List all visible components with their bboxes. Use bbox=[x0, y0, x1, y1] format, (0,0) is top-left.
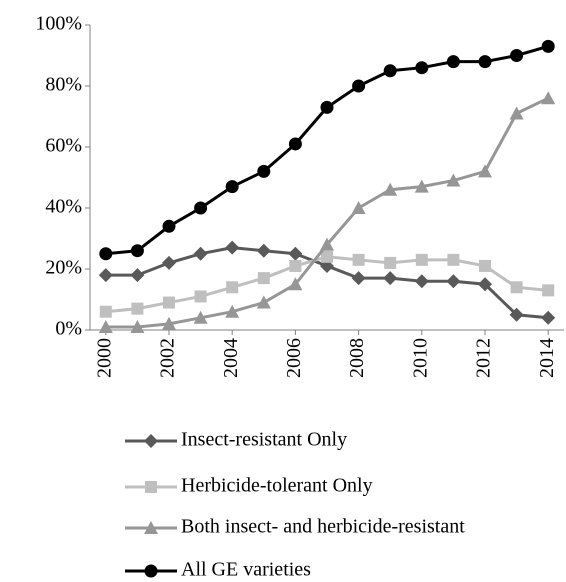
marker bbox=[320, 237, 334, 251]
marker bbox=[352, 79, 366, 93]
marker bbox=[414, 274, 429, 289]
y-tick-label: 40% bbox=[45, 196, 82, 218]
marker bbox=[288, 246, 303, 261]
marker bbox=[542, 284, 555, 297]
marker bbox=[256, 295, 271, 309]
marker bbox=[414, 179, 429, 193]
marker bbox=[193, 246, 208, 261]
x-tick-label: 2008 bbox=[346, 338, 368, 378]
marker bbox=[162, 255, 176, 270]
y-tick-label: 80% bbox=[45, 74, 82, 96]
marker bbox=[98, 268, 113, 283]
marker bbox=[288, 277, 303, 291]
marker bbox=[289, 259, 302, 272]
y-tick-label: 20% bbox=[45, 257, 82, 279]
y-tick-label: 100% bbox=[35, 13, 82, 35]
marker bbox=[478, 277, 492, 292]
x-tick-label: 2014 bbox=[536, 338, 558, 378]
marker bbox=[321, 250, 333, 263]
marker bbox=[162, 316, 176, 330]
marker bbox=[98, 319, 113, 333]
marker bbox=[256, 243, 271, 258]
x-tick-label: 2004 bbox=[220, 338, 242, 378]
marker bbox=[99, 305, 112, 318]
marker bbox=[479, 259, 491, 272]
legend-label: Both insect- and herbicide-resistant bbox=[181, 516, 465, 538]
x-tick-label: 2002 bbox=[157, 338, 179, 378]
series-line bbox=[105, 96, 549, 329]
marker bbox=[163, 296, 175, 309]
marker bbox=[162, 219, 176, 233]
marker bbox=[510, 281, 523, 294]
marker bbox=[194, 201, 208, 215]
marker bbox=[225, 304, 240, 318]
marker bbox=[447, 253, 460, 266]
x-tick-label: 2010 bbox=[409, 338, 431, 378]
legend-label: Insect-resistant Only bbox=[181, 429, 347, 451]
x-tick-label: 2006 bbox=[283, 338, 305, 378]
marker bbox=[383, 182, 398, 196]
legend-marker bbox=[144, 434, 158, 448]
marker bbox=[193, 310, 208, 324]
marker bbox=[541, 310, 556, 325]
marker bbox=[478, 55, 492, 69]
marker bbox=[509, 106, 524, 120]
marker bbox=[446, 55, 460, 69]
marker bbox=[99, 247, 113, 261]
marker bbox=[225, 180, 239, 194]
marker bbox=[446, 274, 461, 289]
marker bbox=[352, 253, 365, 266]
y-tick-label: 0% bbox=[55, 318, 82, 340]
marker bbox=[383, 64, 397, 78]
marker bbox=[130, 268, 145, 283]
marker bbox=[510, 49, 524, 62]
x-tick-label: 2012 bbox=[473, 338, 495, 378]
marker bbox=[194, 290, 207, 303]
marker bbox=[509, 307, 524, 322]
x-tick-label: 2000 bbox=[93, 338, 115, 378]
legend-label: All GE varieties bbox=[181, 559, 311, 581]
legend-label: Herbicide-tolerant Only bbox=[181, 475, 373, 497]
marker bbox=[226, 281, 239, 294]
marker bbox=[225, 240, 240, 255]
y-tick-label: 60% bbox=[45, 135, 82, 157]
marker bbox=[130, 244, 144, 258]
marker bbox=[257, 164, 271, 178]
legend-marker bbox=[144, 521, 158, 534]
marker bbox=[351, 201, 366, 214]
legend-marker bbox=[144, 564, 158, 578]
marker bbox=[351, 271, 366, 286]
marker bbox=[415, 61, 429, 75]
marker bbox=[446, 173, 461, 187]
marker bbox=[541, 39, 555, 53]
marker bbox=[257, 272, 270, 285]
marker bbox=[384, 256, 397, 269]
marker bbox=[131, 302, 144, 315]
marker bbox=[288, 137, 302, 151]
marker bbox=[383, 271, 398, 286]
marker bbox=[478, 164, 492, 178]
marker bbox=[130, 319, 145, 333]
marker bbox=[320, 100, 334, 114]
legend-marker bbox=[145, 481, 157, 493]
marker bbox=[415, 253, 428, 266]
marker bbox=[541, 91, 556, 105]
